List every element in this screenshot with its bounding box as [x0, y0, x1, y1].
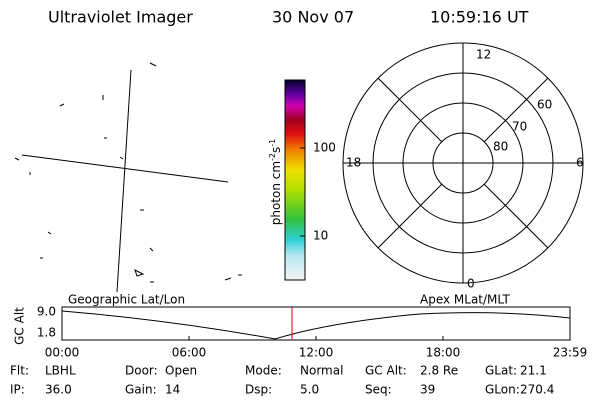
apex-label: Apex MLat/MLT — [420, 293, 510, 307]
info-label: GC Alt: — [365, 364, 407, 378]
map — [14, 62, 242, 293]
info-label: GLat: — [485, 364, 517, 378]
info-value: Open — [165, 364, 197, 378]
info-value: 39 — [420, 383, 435, 397]
colorbar-ticks — [300, 147, 305, 237]
info-value: 14 — [165, 383, 180, 397]
alt-xtick: 06:00 — [172, 346, 207, 360]
info-value: 36.0 — [45, 383, 72, 397]
alt-ytick: 9.0 — [37, 305, 56, 319]
info-label: Dsp: — [245, 383, 272, 397]
info-value: 270.4 — [520, 383, 554, 397]
info-value: 21.1 — [520, 364, 547, 378]
mlt-label: 6 — [576, 156, 584, 170]
info-value: 5.0 — [300, 383, 319, 397]
alt-frame — [61, 306, 571, 341]
mlt-label: 18 — [346, 156, 361, 170]
colorbar-tick: 100 — [313, 141, 336, 155]
info-value: Normal — [300, 364, 343, 378]
lat-label: 60 — [537, 98, 552, 112]
date: 30 Nov 07 — [272, 8, 354, 27]
alt-xtick: 23:59 — [553, 346, 588, 360]
alt-xtick: 18:00 — [426, 346, 461, 360]
geo-label: Geographic Lat/Lon — [68, 293, 185, 307]
info-label: Gain: — [125, 383, 157, 397]
alt-ylabel: GC Alt — [13, 307, 27, 345]
title: Ultraviolet Imager — [48, 8, 193, 27]
info-value: LBHL — [45, 364, 76, 378]
alt-xticks — [61, 336, 571, 340]
mlt-label: 12 — [476, 48, 491, 62]
mlt-label: 0 — [467, 277, 475, 291]
info-label: Flt: — [10, 364, 29, 378]
info-label: GLon: — [485, 383, 520, 397]
colorbar — [284, 79, 306, 281]
alt-curve — [61, 310, 571, 340]
info-label: Seq: — [365, 383, 392, 397]
polar-grid — [342, 42, 584, 284]
colorbar-label: photon cm-2s-1 — [268, 139, 283, 226]
alt-xtick: 12:00 — [299, 346, 334, 360]
info-label: IP: — [10, 383, 25, 397]
time: 10:59:16 UT — [430, 8, 529, 27]
info-value: 2.8 Re — [420, 364, 458, 378]
info-label: Mode: — [245, 364, 282, 378]
info-label: Door: — [125, 364, 158, 378]
colorbar-tick: 10 — [313, 229, 328, 243]
lat-label: 70 — [512, 120, 527, 134]
lat-label: 80 — [493, 140, 508, 154]
alt-xtick: 00:00 — [45, 346, 80, 360]
alt-ytick: 1.8 — [37, 326, 56, 340]
